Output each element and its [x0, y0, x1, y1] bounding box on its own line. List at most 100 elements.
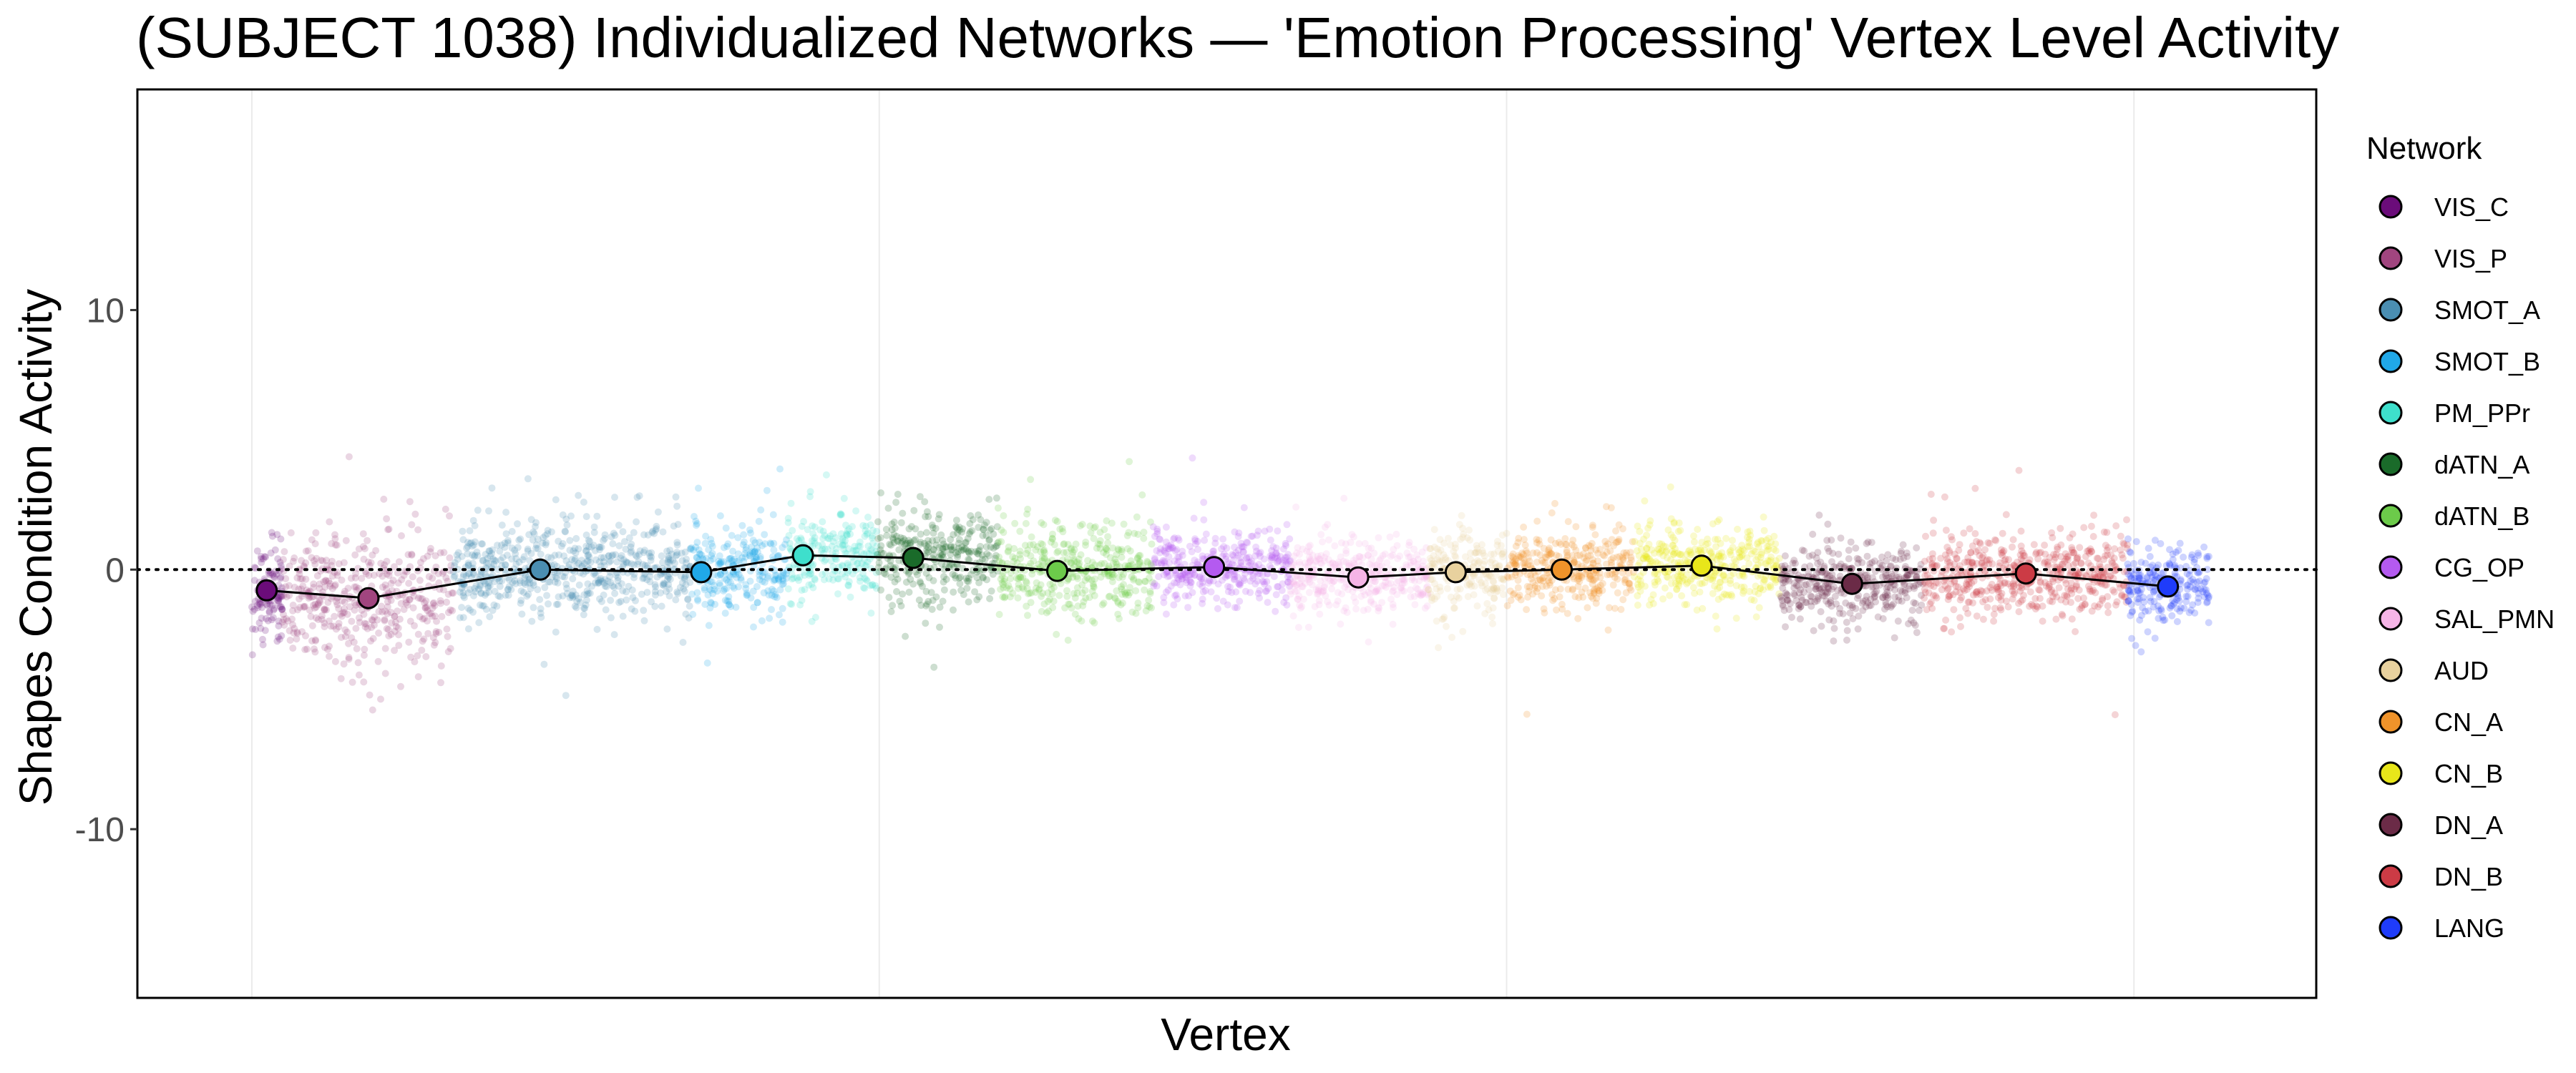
- point-dATN_B: [995, 611, 1003, 618]
- point-DN_B: [1946, 559, 1953, 567]
- point-CG_OP: [1283, 521, 1291, 529]
- point-DN_B: [1978, 559, 1986, 566]
- point-PM_PPr: [873, 527, 881, 535]
- point-SMOT_A: [665, 581, 673, 589]
- point-VIS_P: [424, 552, 431, 560]
- point-SMOT_A: [610, 529, 618, 537]
- point-SMOT_A: [608, 533, 615, 541]
- point-DN_B: [2111, 545, 2119, 553]
- point-CG_OP: [1170, 535, 1177, 543]
- point-SMOT_A: [613, 558, 621, 566]
- point-SMOT_A: [679, 639, 687, 646]
- point-SMOT_A: [514, 520, 521, 528]
- point-PM_PPr: [788, 575, 796, 583]
- point-DN_A: [1873, 582, 1880, 590]
- point-CN_B: [1651, 578, 1659, 586]
- point-SMOT_A: [480, 602, 488, 609]
- point-SMOT_B: [716, 571, 724, 579]
- point-SAL_PMN: [1414, 560, 1422, 568]
- point-PM_PPr: [845, 545, 853, 553]
- point-CN_B: [1757, 550, 1765, 558]
- point-SMOT_B: [758, 572, 766, 580]
- point-dATN_A: [952, 549, 960, 557]
- point-SMOT_B: [756, 576, 763, 584]
- point-CN_B: [1675, 519, 1683, 527]
- point-dATN_B: [1010, 544, 1018, 552]
- point-SMOT_A: [630, 529, 638, 536]
- point-VIS_P: [300, 604, 308, 611]
- point-CN_A: [1601, 552, 1608, 559]
- point-SMOT_B: [692, 517, 700, 525]
- point-VIS_C: [277, 592, 284, 600]
- point-SMOT_A: [573, 597, 581, 605]
- point-SMOT_B: [776, 573, 784, 581]
- point-VIS_P: [339, 609, 347, 617]
- point-dATN_A: [896, 597, 904, 605]
- point-DN_B: [1996, 579, 2004, 587]
- point-SMOT_B: [751, 547, 759, 555]
- point-PM_PPr: [819, 541, 826, 549]
- point-SMOT_B: [776, 586, 784, 594]
- point-SAL_PMN: [1364, 605, 1372, 613]
- point-dATN_B: [1017, 574, 1025, 582]
- point-SMOT_A: [590, 523, 598, 531]
- point-SMOT_B: [711, 600, 719, 608]
- point-CN_B: [1674, 527, 1682, 535]
- point-SMOT_A: [550, 561, 558, 569]
- point-CN_B: [1643, 553, 1650, 561]
- point-SMOT_A: [539, 539, 547, 547]
- point-SMOT_B: [768, 592, 776, 599]
- point-SMOT_A: [596, 595, 603, 603]
- point-SAL_PMN: [1365, 638, 1372, 646]
- point-SMOT_A: [470, 542, 478, 549]
- point-DN_B: [2089, 533, 2097, 540]
- point-CN_B: [1755, 539, 1762, 546]
- point-VIS_C: [265, 569, 273, 577]
- point-SMOT_A: [585, 553, 593, 561]
- point-SMOT_A: [598, 577, 606, 585]
- point-dATN_B: [1098, 601, 1106, 609]
- point-SMOT_A: [648, 529, 656, 536]
- point-SMOT_A: [476, 582, 484, 589]
- point-dATN_B: [1027, 599, 1035, 607]
- point-SMOT_A: [615, 599, 623, 607]
- point-SMOT_B: [750, 604, 758, 612]
- point-SMOT_A: [508, 544, 516, 552]
- point-SAL_PMN: [1298, 602, 1306, 610]
- point-SMOT_A: [607, 614, 615, 622]
- point-SMOT_A: [465, 569, 473, 577]
- point-SMOT_B: [733, 566, 741, 574]
- point-DN_A: [1847, 538, 1855, 546]
- point-VIS_P: [323, 606, 330, 614]
- point-SMOT_A: [477, 540, 485, 548]
- point-CG_OP: [1153, 547, 1161, 554]
- point-SMOT_A: [502, 566, 509, 574]
- point-PM_PPr: [857, 549, 865, 557]
- point-PM_PPr: [839, 562, 847, 569]
- point-VIS_P: [312, 529, 320, 536]
- point-SAL_PMN: [1287, 580, 1294, 588]
- point-SMOT_A: [680, 585, 688, 593]
- point-DN_B: [2117, 532, 2124, 540]
- point-DN_B: [2044, 561, 2052, 568]
- point-SMOT_B: [702, 532, 710, 540]
- point-SMOT_A: [646, 572, 654, 580]
- point-dATN_B: [1116, 614, 1123, 622]
- point-SMOT_B: [718, 558, 726, 566]
- point-dATN_A: [888, 520, 896, 528]
- point-CN_B: [1727, 577, 1735, 584]
- point-CN_A: [1551, 499, 1558, 507]
- point-CG_OP: [1237, 539, 1245, 547]
- point-SAL_PMN: [1294, 624, 1302, 632]
- point-SMOT_B: [751, 555, 758, 563]
- point-SMOT_B: [765, 591, 773, 599]
- point-SMOT_A: [552, 574, 560, 582]
- point-CN_B: [1755, 604, 1763, 612]
- point-VIS_P: [391, 612, 399, 620]
- point-SAL_PMN: [1316, 610, 1324, 618]
- point-DN_B: [1942, 616, 1950, 624]
- point-SMOT_B: [734, 550, 742, 558]
- point-dATN_B: [1133, 513, 1141, 521]
- point-dATN_A: [947, 542, 955, 550]
- point-dATN_A: [960, 591, 967, 599]
